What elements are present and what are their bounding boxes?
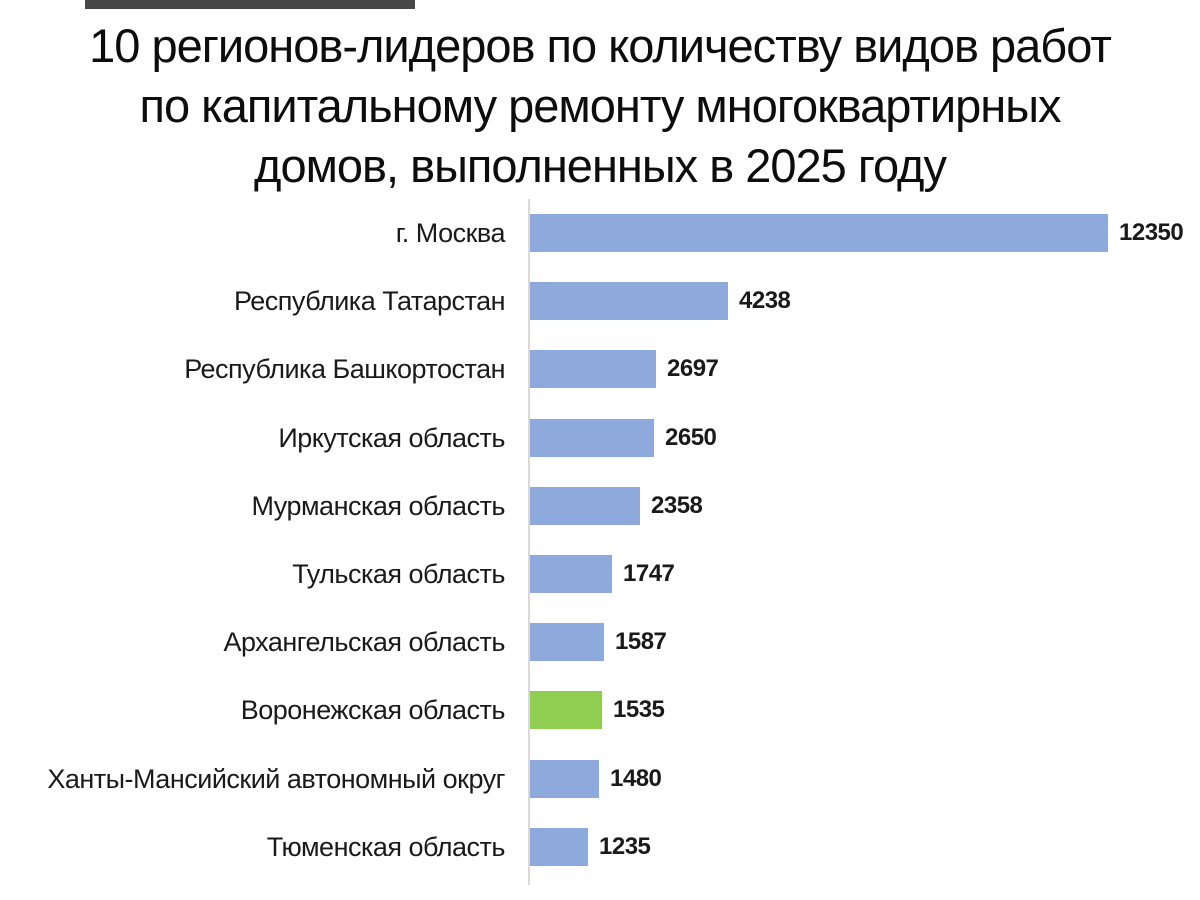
bar-row: Ханты-Мансийский автономный округ 1480 [0,745,1200,813]
bar [530,691,602,729]
bar [530,350,656,388]
value-label: 1587 [615,628,667,655]
chart-title-line-3: домов, выполненных в 2025 году [254,139,947,192]
value-label: 12350 [1119,219,1184,246]
chart-title: 10 регионов-лидеров по количеству видов … [0,16,1200,196]
bar-zone: 12350 [530,214,1184,252]
value-label: 4238 [739,287,791,314]
bar [530,487,640,525]
bar-zone: 1480 [530,760,662,798]
bar-zone: 1747 [530,555,675,593]
category-label: Иркутская область [278,422,505,453]
category-label: Мурманская область [251,490,505,521]
bar-zone: 1235 [530,828,651,866]
category-label: Республика Башкортостан [184,353,505,384]
chart-title-line-1: 10 регионов-лидеров по количеству видов … [89,19,1112,72]
category-label: Республика Татарстан [233,285,506,316]
bar-zone: 1535 [530,691,665,729]
value-label: 1747 [623,560,675,587]
bar-row: Архангельская область 1587 [0,608,1200,676]
value-label: 2650 [665,424,717,451]
bar [530,282,728,320]
bar-row: Республика Татарстан 4238 [0,267,1200,335]
bar-zone: 4238 [530,282,791,320]
bar-row: Республика Башкортостан 2697 [0,335,1200,403]
bar-row: Мурманская область 2358 [0,472,1200,540]
bar [530,760,599,798]
bar-zone: 2358 [530,487,703,525]
category-label: Архангельская область [223,626,505,657]
value-label: 1235 [599,833,651,860]
category-axis-line [528,199,530,885]
bar-zone: 2650 [530,419,717,457]
chart-title-line-2: по капитальному ремонту многоквартирных [139,79,1062,132]
category-label: Воронежская область [240,694,506,725]
bar-row: Воронежская область 1535 [0,676,1200,744]
value-label: 2358 [651,492,703,519]
bar-zone: 1587 [530,623,667,661]
bar-chart: г. Москва 12350 Республика Татарстан 4238 Ре… [0,199,1200,885]
category-label: г. Москва [395,217,506,248]
value-label: 2697 [667,355,719,382]
bar-row: Иркутская область 2650 [0,404,1200,472]
bar [530,623,604,661]
category-label: Ханты-Мансийский автономный округ [47,763,505,794]
bar [530,555,612,593]
top-edge-artifact [85,0,415,9]
bar-row: г. Москва 12350 [0,199,1200,267]
bar-zone: 2697 [530,350,719,388]
bar [530,214,1108,252]
bar-row: Тульская область 1747 [0,540,1200,608]
category-label: Тульская область [292,558,505,589]
category-label: Тюменская область [266,831,506,862]
bar [530,828,588,866]
bar-row: Тюменская область 1235 [0,813,1200,881]
bar [530,419,654,457]
value-label: 1480 [610,765,662,792]
value-label: 1535 [613,696,665,723]
